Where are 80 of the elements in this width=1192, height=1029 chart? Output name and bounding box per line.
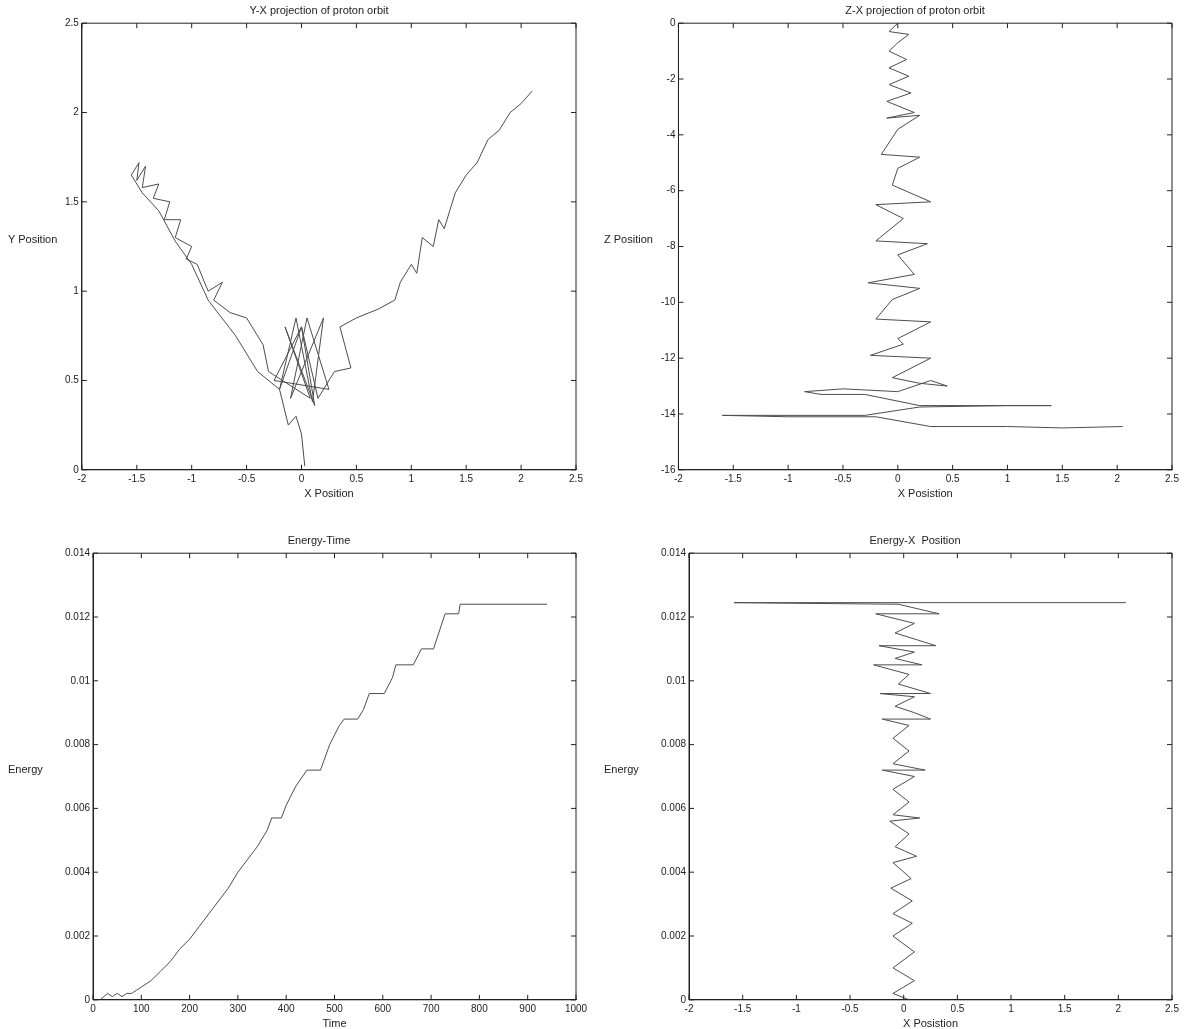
y-tick-label: 1.5 <box>65 195 80 207</box>
y-axis-title: Energy <box>604 762 639 775</box>
x-tick-label: 1.5 <box>459 472 474 484</box>
y-tick-label: 0 <box>84 993 91 1005</box>
y-tick-label: 0.008 <box>64 738 91 750</box>
y-axis-title: Z Position <box>604 232 653 245</box>
x-tick-label: 1 <box>408 472 415 484</box>
x-axis-title: X Posistion <box>897 487 953 500</box>
chart-title: Energy-Time <box>287 533 351 546</box>
y-tick-label: 0.012 <box>660 610 687 622</box>
x-tick-label: -1 <box>187 472 197 484</box>
y-tick-label: 0.006 <box>660 802 687 814</box>
x-tick-label: 2 <box>1115 1002 1122 1014</box>
x-tick-label: -0.5 <box>237 472 256 484</box>
chart-title: Z-X projection of proton orbit <box>845 3 985 16</box>
y-tick-label: 0.012 <box>64 610 91 622</box>
x-tick-label: 1000 <box>564 1002 588 1014</box>
x-tick-label: 300 <box>229 1002 247 1014</box>
y-tick-label: 0 <box>73 463 80 475</box>
y-tick-label: 2 <box>73 106 80 118</box>
x-tick-label: 0.5 <box>950 1002 965 1014</box>
y-axis-title: Energy <box>8 762 43 775</box>
y-tick-label: -6 <box>666 184 676 196</box>
y-tick-label: -14 <box>661 407 676 419</box>
x-tick-label: 2.5 <box>569 472 584 484</box>
x-tick-label: 0 <box>895 472 902 484</box>
x-tick-label: -1.5 <box>724 472 743 484</box>
x-tick-label: -0.5 <box>841 1002 860 1014</box>
y-tick-label: 0.002 <box>660 929 687 941</box>
y-tick-label: 0 <box>669 16 676 28</box>
y-tick-label: 0.5 <box>65 374 80 386</box>
x-tick-label: -0.5 <box>834 472 853 484</box>
y-tick-label: 0.002 <box>64 929 91 941</box>
chart-title: Y-X projection of proton orbit <box>249 3 389 16</box>
x-tick-label: 2.5 <box>1165 1002 1180 1014</box>
x-tick-label: 2 <box>1114 472 1121 484</box>
y-tick-label: -10 <box>661 296 676 308</box>
y-tick-label: 0.014 <box>660 546 687 558</box>
x-tick-label: 200 <box>181 1002 199 1014</box>
x-tick-label: 2.5 <box>1165 472 1180 484</box>
x-tick-label: -1 <box>791 1002 802 1014</box>
x-tick-label: -1 <box>783 472 794 484</box>
y-tick-label: 0 <box>680 993 687 1005</box>
x-tick-label: 1 <box>1008 1002 1015 1014</box>
x-tick-label: 1 <box>1004 472 1011 484</box>
x-axis-title: Time <box>322 1017 347 1029</box>
y-tick-label: 1 <box>73 284 80 296</box>
y-tick-label: 0.01 <box>666 674 687 686</box>
x-tick-label: 0.5 <box>349 472 364 484</box>
x-tick-label: 600 <box>374 1002 392 1014</box>
x-tick-label: -1.5 <box>128 472 146 484</box>
y-tick-label: 0.004 <box>660 865 687 877</box>
x-tick-label: -1.5 <box>734 1002 752 1014</box>
x-tick-label: 1.5 <box>1057 1002 1073 1014</box>
x-tick-label: 500 <box>326 1002 344 1014</box>
x-tick-label: 1.5 <box>1055 472 1070 484</box>
y-tick-label: -8 <box>666 240 676 252</box>
y-tick-label: 0.01 <box>70 674 91 686</box>
y-tick-label: -4 <box>666 128 676 140</box>
x-tick-label: 0 <box>900 1002 907 1014</box>
x-tick-label: 700 <box>422 1002 440 1014</box>
x-tick-label: 100 <box>132 1002 151 1014</box>
x-tick-label: 2 <box>518 472 525 484</box>
x-tick-label: 400 <box>277 1002 295 1014</box>
y-tick-label: -2 <box>666 72 676 84</box>
x-tick-label: 900 <box>519 1002 537 1014</box>
x-tick-label: 0.5 <box>945 472 961 484</box>
y-tick-label: 0.008 <box>660 738 687 750</box>
y-tick-label: 0.014 <box>64 546 91 558</box>
x-axis-title: X Position <box>304 487 354 500</box>
y-tick-label: -16 <box>661 463 676 475</box>
y-tick-label: 2.5 <box>65 16 80 28</box>
y-tick-label: 0.004 <box>64 865 91 877</box>
chart-title: Energy-X Position <box>869 533 961 546</box>
y-tick-label: -12 <box>661 351 676 363</box>
y-tick-label: 0.006 <box>64 802 91 814</box>
x-axis-title: X Posistion <box>903 1017 959 1029</box>
y-axis-title: Y Position <box>8 232 58 245</box>
x-tick-label: 800 <box>471 1002 489 1014</box>
x-tick-label: 0 <box>298 472 305 484</box>
